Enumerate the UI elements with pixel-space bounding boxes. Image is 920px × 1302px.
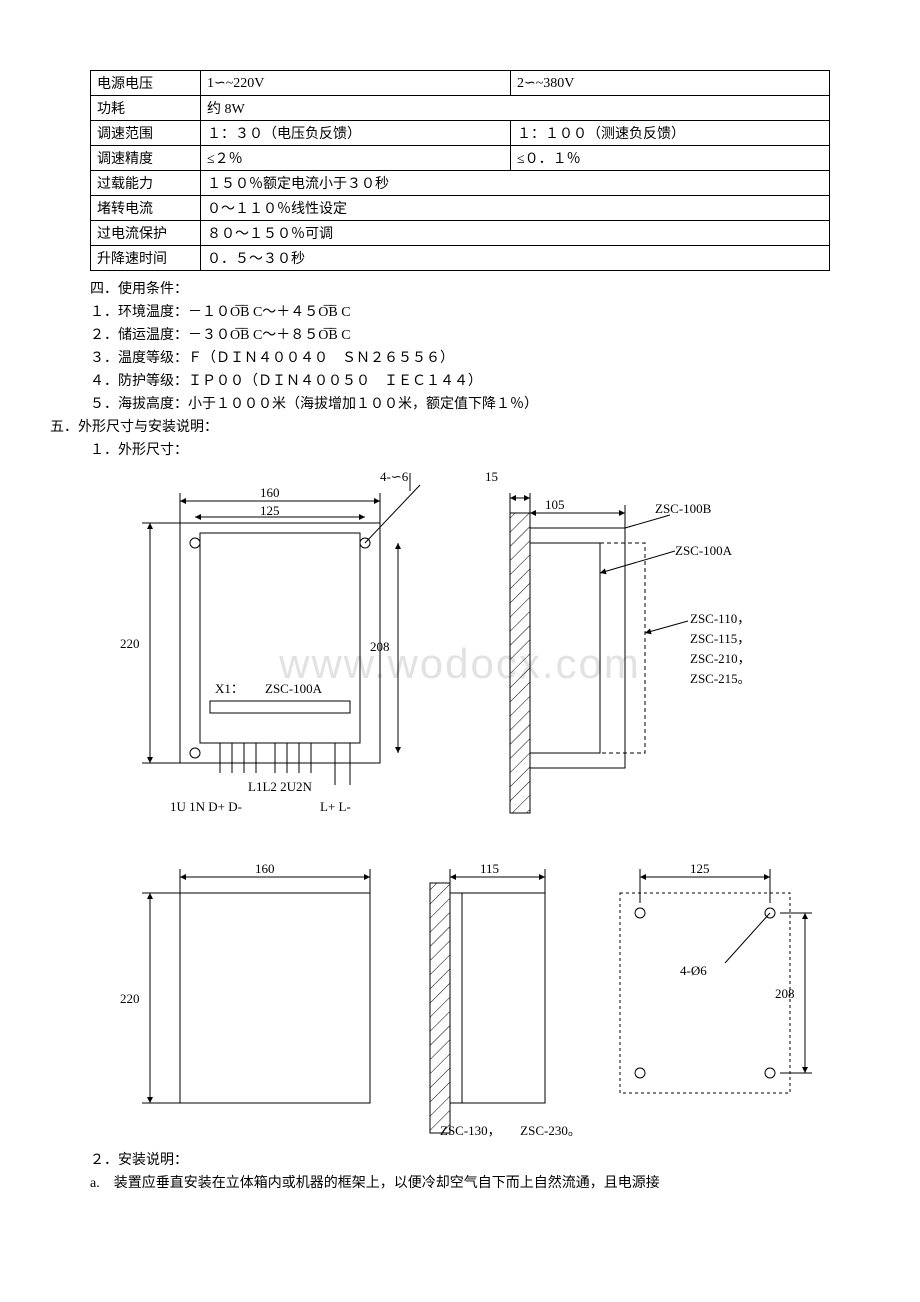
- spec-value: 1∽~220V: [201, 71, 511, 96]
- diagram-area: X1： ZSC-100A L1L2 2U2N: [90, 463, 830, 1148]
- section5-title: 五．外形尺寸与安装说明：: [50, 417, 830, 438]
- spec-value: １：１００（测速负反馈）: [511, 121, 830, 146]
- dim-220-left: 220: [120, 636, 140, 651]
- terminals-row2: 1U 1N D+ D-: [170, 799, 242, 814]
- spec-row: 电源电压1∽~220V2∽~380V: [91, 71, 830, 96]
- spec-value: ≤０．１％: [511, 146, 830, 171]
- spec-value: 2∽~380V: [511, 71, 830, 96]
- dim-160-bottom: 160: [255, 861, 275, 876]
- spec-label: 功耗: [91, 96, 201, 121]
- spec-value: ０～１１０％线性设定: [201, 196, 830, 221]
- spec-row: 堵转电流０～１１０％线性设定: [91, 196, 830, 221]
- spec-label: 调速精度: [91, 146, 201, 171]
- dim-4phi6: 4-∽6: [380, 469, 409, 484]
- spec-label: 电源电压: [91, 71, 201, 96]
- section4-item: ２．储运温度：－３０O͞B̅ C～＋８５O͞B̅ C: [90, 325, 830, 346]
- spec-value: １：３０（电压负反馈）: [201, 121, 511, 146]
- dim-4phi6b: 4-Ø6: [680, 963, 707, 978]
- dim-208-right: 208: [370, 639, 390, 654]
- dim-208-mount: 208: [775, 986, 795, 1001]
- spec-value: ０．５～３０秒: [201, 246, 830, 271]
- label-zsc100a-center: ZSC-100A: [265, 681, 323, 696]
- spec-value: ８０～１５０％可调: [201, 221, 830, 246]
- spec-row: 过载能力１５０％额定电流小于３０秒: [91, 171, 830, 196]
- spec-label: 升降速时间: [91, 246, 201, 271]
- dim-160-top: 160: [260, 485, 280, 500]
- spec-row: 过电流保护８０～１５０％可调: [91, 221, 830, 246]
- dimension-diagrams: X1： ZSC-100A L1L2 2U2N: [90, 463, 830, 1143]
- dim-105: 105: [545, 497, 565, 512]
- spec-label: 过电流保护: [91, 221, 201, 246]
- section5-sub1: １．外形尺寸：: [90, 440, 830, 461]
- spec-label: 过载能力: [91, 171, 201, 196]
- dim-125-top: 125: [260, 503, 280, 518]
- label-zsc-list: ZSC-110，ZSC-115，ZSC-210，ZSC-215。: [690, 611, 751, 686]
- section4-item: ３．温度等级：Ｆ（ＤＩＮ４００４０ ＳＮ２６５５６）: [90, 348, 830, 369]
- section4-item: ５．海拔高度：小于１０００米（海拔增加１００米，额定值下降１％）: [90, 394, 830, 415]
- spec-label: 堵转电流: [91, 196, 201, 221]
- label-zsc100b: ZSC-100B: [655, 501, 712, 516]
- spec-table: 电源电压1∽~220V2∽~380V功耗约 8W调速范围１：３０（电压负反馈）１…: [90, 70, 830, 271]
- dim-115: 115: [480, 861, 499, 876]
- terminals-row1: L1L2 2U2N: [248, 779, 313, 794]
- spec-row: 功耗约 8W: [91, 96, 830, 121]
- terminals-row3: L+ L-: [320, 799, 351, 814]
- section4-item: １．环境温度：－１０O͞B̅ C～＋４５O͞B̅ C: [90, 302, 830, 323]
- spec-label: 调速范围: [91, 121, 201, 146]
- dim-220-bottom: 220: [120, 991, 140, 1006]
- section4-title: 四．使用条件：: [90, 279, 830, 300]
- spec-row: 升降速时间０．５～３０秒: [91, 246, 830, 271]
- dim-15: 15: [485, 469, 498, 484]
- section4-item: ４．防护等级：ＩＰ００（ＤＩＮ４００５０ ＩＥＣ１４４）: [90, 371, 830, 392]
- label-zsc100a-side: ZSC-100A: [675, 543, 733, 558]
- spec-value: １５０％额定电流小于３０秒: [201, 171, 830, 196]
- section5-sub2: ２．安装说明：: [90, 1150, 830, 1171]
- install-item-a: a. 装置应垂直安装在立体箱内或机器的框架上，以便冷却空气自下而上自然流通，且电…: [90, 1173, 830, 1194]
- label-zsc130: ZSC-130， ZSC-230。: [440, 1123, 581, 1138]
- spec-value: 约 8W: [201, 96, 830, 121]
- label-x1: X1：: [215, 681, 244, 696]
- dim-125-mount: 125: [690, 861, 710, 876]
- spec-row: 调速精度≤２％≤０．１％: [91, 146, 830, 171]
- spec-row: 调速范围１：３０（电压负反馈）１：１００（测速负反馈）: [91, 121, 830, 146]
- spec-value: ≤２％: [201, 146, 511, 171]
